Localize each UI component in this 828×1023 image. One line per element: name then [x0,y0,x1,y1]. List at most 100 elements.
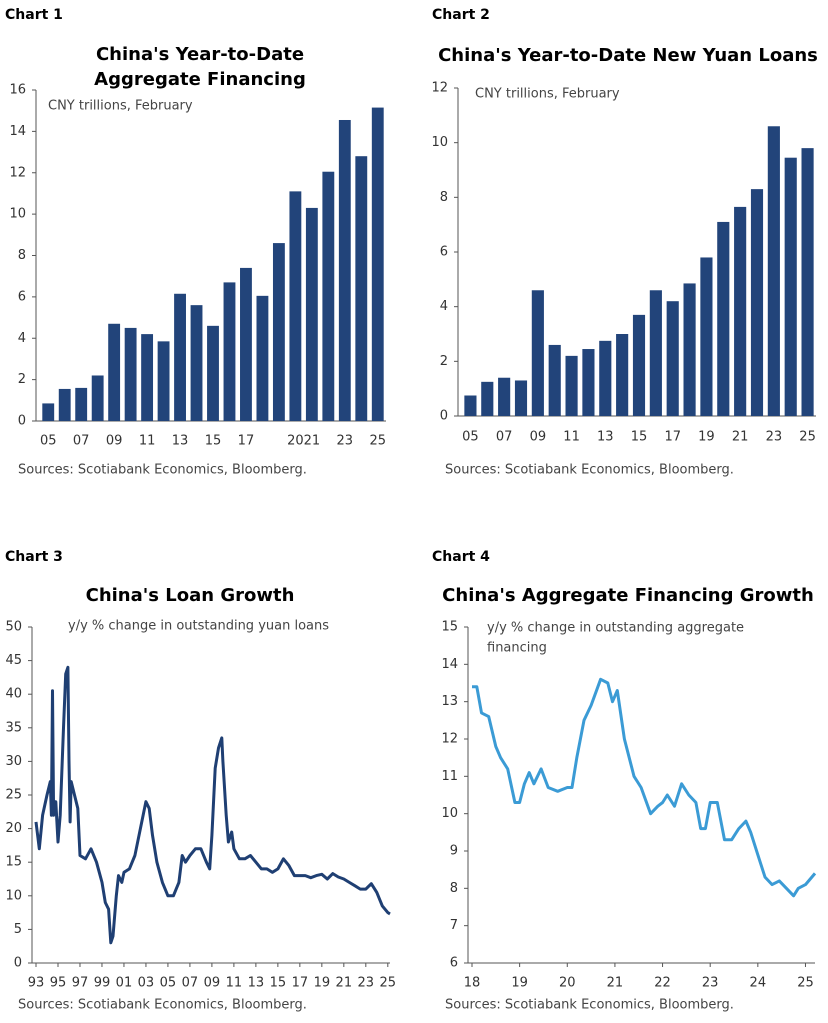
y-tick-label: 14 [441,657,458,672]
y-tick-label: 5 [14,922,22,937]
y-tick-label: 10 [9,207,26,222]
y-tick-label: 13 [441,694,458,709]
x-tick-label: 25 [799,430,816,445]
x-tick-label: 99 [94,976,111,991]
bar [174,293,186,421]
line [472,677,817,898]
source: Sources: Scotiabank Economics, Bloomberg… [18,998,307,1013]
x-tick-label: 17 [664,430,681,445]
bar [683,283,696,416]
y-tick-label: 16 [9,83,26,98]
x-tick-label: 22 [654,976,671,991]
bar [734,206,747,416]
bar [717,221,730,416]
chart-label: Chart 3 [5,549,63,565]
x-tick-label: 05 [462,430,479,445]
subtitle: financing [487,641,547,656]
bar [223,282,236,421]
bar [141,334,154,421]
x-tick-label: 11 [226,976,243,991]
x-tick-label: 09 [530,430,547,445]
y-tick-label: 0 [18,414,26,429]
y-tick-label: 35 [5,720,22,735]
x-tick-label: 21 [732,430,749,445]
subtitle: CNY trillions, February [48,99,193,114]
x-tick-label: 19 [511,976,528,991]
bar [108,323,121,421]
chart-title: Aggregate Financing [94,69,306,90]
x-tick-label: 17 [238,434,255,449]
x-tick-label: 23 [766,430,783,445]
y-tick-label: 6 [18,289,26,304]
chart-title: China's Loan Growth [86,585,295,606]
y-tick-label: 10 [431,135,448,150]
y-tick-label: 9 [450,844,458,859]
bar [784,157,797,416]
y-tick-label: 10 [5,888,22,903]
x-tick-label: 18 [464,976,481,991]
y-tick-label: 4 [18,331,26,346]
x-tick-label: 21 [336,976,353,991]
x-tick-label: 20 [559,976,576,991]
bar [514,380,528,416]
x-tick-label: 95 [50,976,67,991]
x-tick-label: 13 [248,976,265,991]
y-tick-label: 40 [5,687,22,702]
bar [322,171,335,421]
x-tick-label: 15 [631,430,648,445]
chart-label: Chart 2 [432,7,490,23]
x-tick-label: 07 [73,434,90,449]
bar [240,267,252,421]
x-tick-label: 05 [40,434,57,449]
x-tick-label: 97 [72,976,89,991]
x-tick-label: 03 [138,976,155,991]
x-tick-label: 25 [797,976,814,991]
y-tick-label: 15 [5,855,22,870]
chart-title: China's Year-to-Date [96,44,304,65]
x-tick-label: 25 [369,434,386,449]
bar [371,107,384,421]
y-tick-label: 25 [5,788,22,803]
bar [355,156,368,421]
y-tick-label: 12 [431,81,448,96]
x-tick-label: 15 [270,976,287,991]
x-tick-label: 07 [182,976,199,991]
x-tick-label: 24 [750,976,767,991]
x-tick-label: 23 [702,976,719,991]
bar [599,340,612,416]
y-tick-label: 7 [450,918,458,933]
x-tick-label: 15 [205,434,222,449]
line [34,665,391,945]
x-tick-label: 07 [496,430,513,445]
bar [801,148,814,416]
x-tick-label: 93 [28,976,45,991]
chart-label: Chart 1 [5,7,63,23]
x-tick-label: 19 [314,976,331,991]
x-tick-label: 21 [304,434,321,449]
x-tick-label: 19 [698,430,715,445]
x-tick-label: 21 [607,976,624,991]
y-tick-label: 6 [450,956,458,971]
chart-label: Chart 4 [432,549,490,565]
x-tick-label: 11 [563,430,580,445]
y-tick-label: 45 [5,653,22,668]
bar [272,243,285,421]
subtitle: y/y % change in outstanding yuan loans [68,619,329,634]
bar [498,377,511,416]
bar [157,341,170,421]
y-tick-label: 8 [440,190,448,205]
x-tick-label: 09 [106,434,123,449]
y-tick-label: 20 [5,821,22,836]
y-tick-label: 50 [5,620,22,635]
y-tick-label: 11 [441,769,458,784]
y-tick-label: 2 [440,354,448,369]
bar [616,334,629,416]
x-tick-label: 09 [204,976,221,991]
bar [565,355,578,416]
bar [767,126,780,417]
bar [649,290,662,416]
source: Sources: Scotiabank Economics, Bloomberg… [445,463,734,478]
bar [190,305,203,421]
y-tick-label: 30 [5,754,22,769]
y-tick-label: 2 [18,372,26,387]
